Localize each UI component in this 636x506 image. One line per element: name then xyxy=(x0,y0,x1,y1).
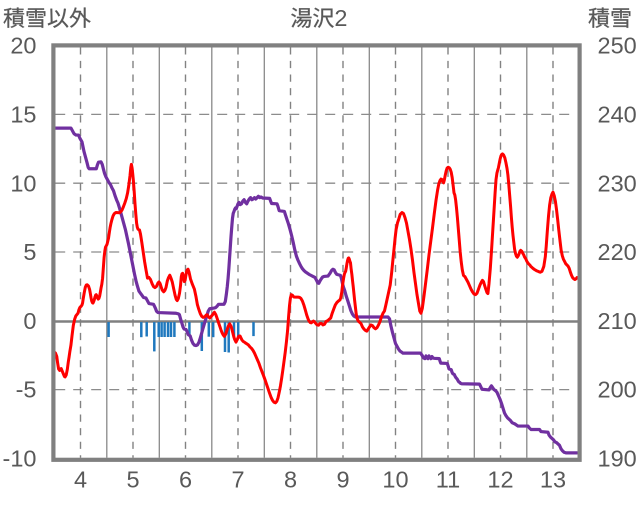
svg-text:200: 200 xyxy=(598,377,636,403)
svg-text:240: 240 xyxy=(598,102,636,128)
svg-text:12: 12 xyxy=(487,467,513,493)
svg-text:0: 0 xyxy=(23,308,36,334)
svg-text:190: 190 xyxy=(598,446,636,472)
svg-text:6: 6 xyxy=(179,467,192,493)
svg-text:2: 2 xyxy=(334,5,347,31)
svg-text:11: 11 xyxy=(436,467,460,493)
svg-text:220: 220 xyxy=(598,239,636,265)
svg-text:8: 8 xyxy=(284,467,297,493)
svg-text:210: 210 xyxy=(598,308,636,334)
svg-text:250: 250 xyxy=(598,33,636,59)
svg-text:230: 230 xyxy=(598,170,636,196)
svg-text:10: 10 xyxy=(10,170,36,196)
svg-text:5: 5 xyxy=(126,467,139,493)
svg-text:15: 15 xyxy=(10,102,36,128)
svg-text:9: 9 xyxy=(336,467,349,493)
svg-text:7: 7 xyxy=(231,467,244,493)
svg-text:13: 13 xyxy=(540,467,566,493)
svg-text:4: 4 xyxy=(74,467,87,493)
svg-text:-10: -10 xyxy=(3,446,37,472)
svg-text:-5: -5 xyxy=(16,377,37,403)
svg-text:10: 10 xyxy=(382,467,408,493)
svg-text:20: 20 xyxy=(10,33,36,59)
svg-text:5: 5 xyxy=(23,239,36,265)
